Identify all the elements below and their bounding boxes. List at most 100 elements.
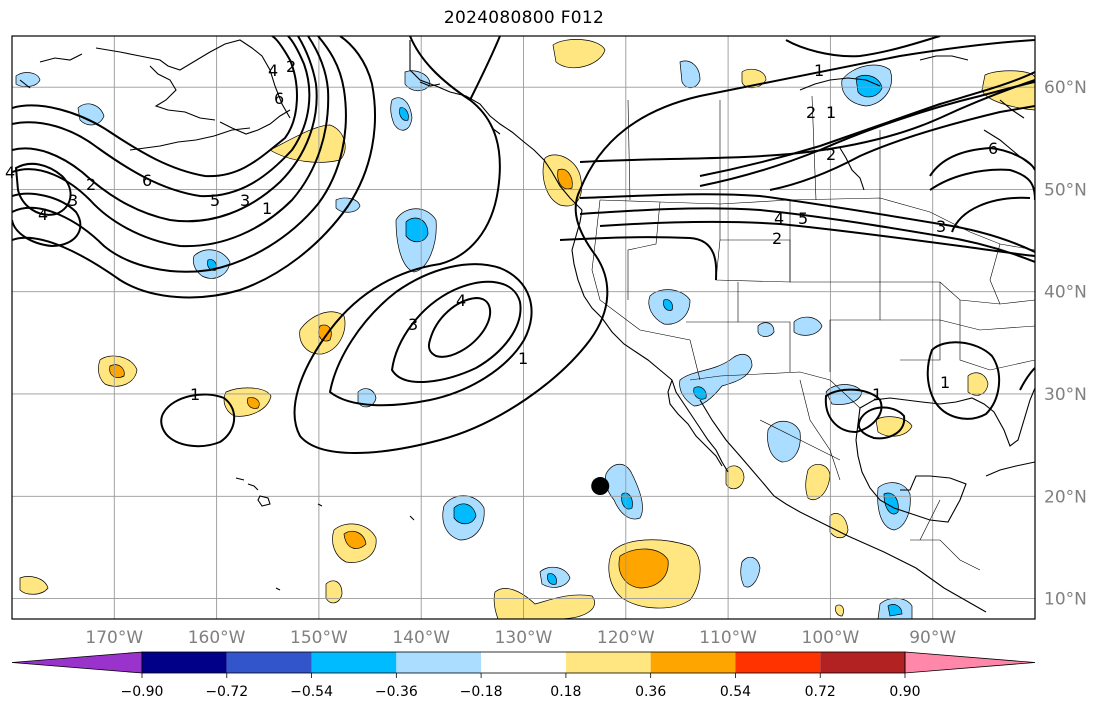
positive-blob (557, 168, 573, 190)
map-title: 2024080800 F012 (443, 8, 605, 28)
negative-blob (547, 573, 557, 585)
colorbar-segment (396, 652, 482, 673)
colorbar-tick-label: −0.36 (375, 684, 418, 700)
positive-blob (805, 463, 831, 500)
location-marker (591, 477, 610, 496)
contour-label: 4 (38, 205, 48, 224)
lat-tick-label: 50°N (1044, 180, 1087, 200)
contour-label: 4 (268, 61, 278, 80)
colorbar-extend-high (904, 651, 1036, 674)
colorbar-tick-label: 0.18 (550, 684, 581, 700)
contour-label: 6 (988, 139, 998, 158)
contour-label: 2 (86, 175, 96, 194)
positive-blob (247, 397, 260, 409)
latitude-ticks: 60°N 50°N 40°N 30°N 20°N 10°N (1044, 78, 1087, 609)
lon-tick-label: 140°W (392, 628, 450, 648)
colorbar-tick-label: −0.54 (290, 684, 333, 700)
contour-label: 5 (210, 191, 220, 210)
negative-blob (77, 103, 105, 126)
lat-tick-label: 20°N (1044, 487, 1087, 507)
contour-label: 1 (262, 199, 272, 218)
positive-blob (829, 513, 849, 539)
negative-blob (855, 74, 883, 98)
negative-blob (405, 217, 429, 243)
contour-label: 1 (826, 103, 836, 122)
contour-label: 1 (814, 61, 824, 80)
colorbar-tick-label: 0.90 (889, 684, 920, 700)
positive-blob (343, 530, 367, 549)
shaded-field-layer (15, 39, 1035, 619)
negative-blob (604, 463, 643, 520)
colorbar-tick-label: 0.72 (805, 684, 836, 700)
lon-tick-label: 120°W (597, 628, 655, 648)
contour-label: 2 (772, 229, 782, 248)
contour-label: 4 (456, 291, 466, 310)
contour-label: 1 (940, 373, 950, 392)
colorbar-segment (226, 652, 312, 673)
positive-blob (618, 548, 669, 589)
negative-blob (207, 259, 217, 271)
longitude-ticks: 170°W 160°W 150°W 140°W 130°W 120°W 110°W 100°W… (85, 628, 956, 648)
lat-tick-label: 10°N (1044, 590, 1087, 610)
contour-label: 2 (806, 103, 816, 122)
positive-blob (967, 372, 989, 396)
negative-blob (767, 420, 801, 463)
contour-label: 1 (190, 385, 200, 404)
contour-label: 4 (774, 209, 784, 228)
lon-tick-label: 160°W (188, 628, 246, 648)
colorbar-tick-label: −0.18 (460, 684, 503, 700)
negative-blob (399, 107, 409, 121)
contour-label: 3 (408, 315, 418, 334)
lon-tick-label: 110°W (699, 628, 757, 648)
colorbar-segment (311, 652, 397, 673)
positive-blob (875, 416, 913, 437)
coastline-layer (19, 39, 1035, 613)
positive-blob (269, 124, 346, 163)
positive-blob (493, 588, 595, 619)
lon-tick-label: 150°W (290, 628, 348, 648)
lon-tick-label: 130°W (495, 628, 553, 648)
lon-tick-label: 90°W (909, 628, 956, 648)
negative-blob (757, 322, 775, 337)
colorbar-tick-label: −0.72 (205, 684, 248, 700)
lon-tick-label: 170°W (85, 628, 143, 648)
negative-blob (679, 60, 701, 89)
colorbar-segment (650, 652, 736, 673)
positive-blob (325, 580, 343, 604)
contour-label: 6 (142, 171, 152, 190)
negative-blob (357, 388, 377, 408)
colorbar-tick-label: 0.36 (635, 684, 666, 700)
colorbar-tick-label: −0.90 (121, 684, 164, 700)
colorbar-outline (141, 651, 906, 674)
lat-tick-label: 30°N (1044, 385, 1087, 405)
colorbar-segment (565, 652, 651, 673)
colorbar-extend-low (11, 651, 143, 674)
negative-blob (793, 316, 823, 336)
negative-blob (740, 556, 761, 588)
lon-tick-label: 100°W (802, 628, 860, 648)
negative-blob (825, 384, 863, 405)
contour-label: 6 (274, 89, 284, 108)
positive-blob (318, 324, 332, 342)
lat-tick-label: 60°N (1044, 78, 1087, 98)
positive-blob (552, 39, 606, 69)
colorbar-tick-label: 0.54 (720, 684, 751, 700)
colorbar-segment (142, 652, 227, 673)
negative-blob (887, 604, 903, 617)
map-frame (11, 35, 1036, 620)
colorbar-segment (820, 652, 905, 673)
positive-blob (835, 604, 844, 617)
negative-blob (621, 492, 633, 510)
negative-blob (663, 299, 673, 311)
gridlines (12, 36, 1035, 619)
contour-layer (12, 36, 1035, 454)
colorbar-segment (481, 652, 566, 673)
positive-blob (109, 364, 125, 378)
positive-blob (19, 576, 49, 595)
contour-label: 2 (826, 145, 836, 164)
contour-label-layer: 4 2 3 4 6 5 3 1 4 2 6 3 4 1 1 1 1 2 2 4 … (5, 57, 998, 404)
negative-blob (404, 70, 431, 92)
negative-blob (453, 503, 477, 525)
contour-label: 3 (936, 217, 946, 236)
contour-label: 3 (240, 191, 250, 210)
